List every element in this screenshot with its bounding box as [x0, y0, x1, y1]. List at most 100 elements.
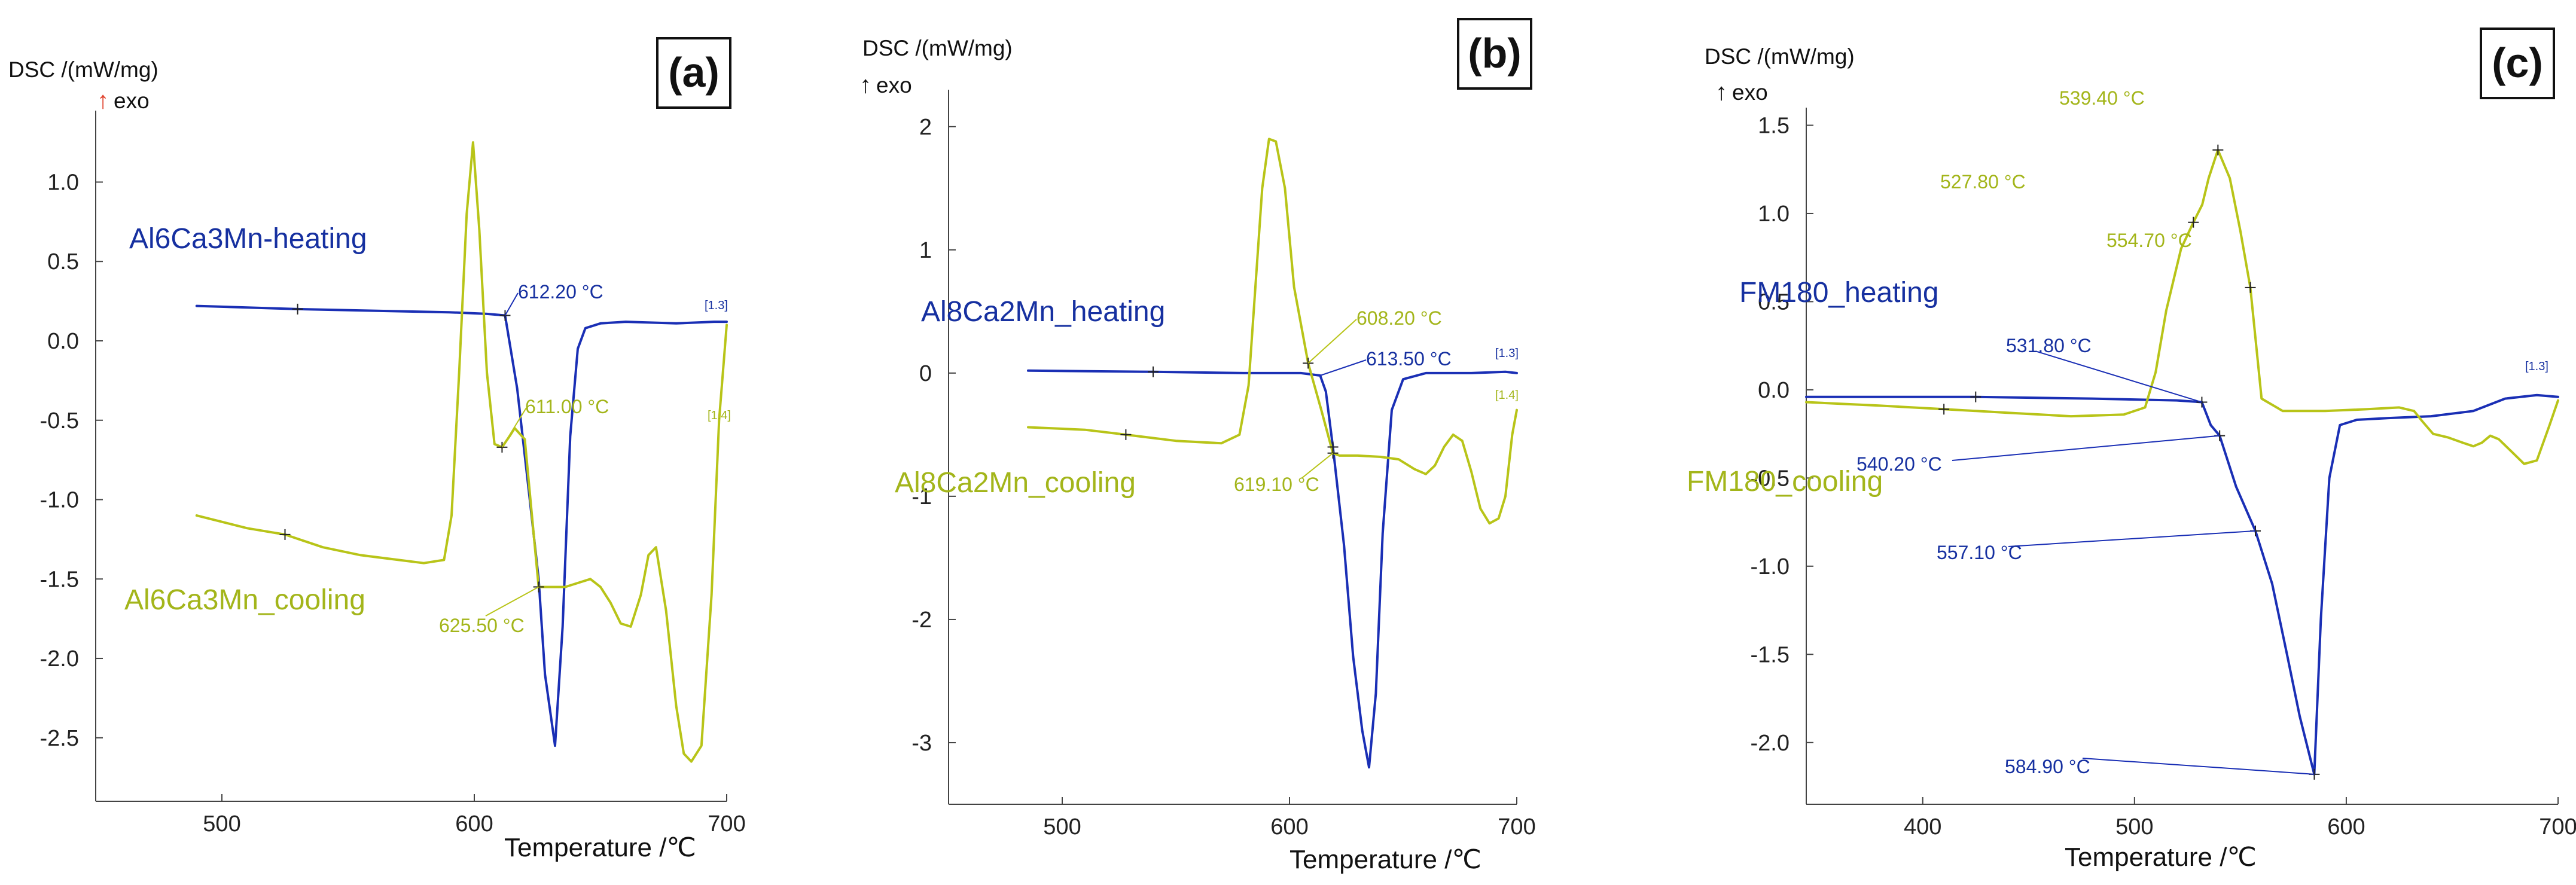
cooling-series-label: Al8Ca2Mn_cooling [895, 466, 1136, 499]
tiny-marker-1: [1.3] [705, 299, 728, 313]
exo-label: ↑ exo [97, 87, 150, 114]
annotation-leader [2037, 352, 2202, 402]
x-tick-label: 700 [708, 811, 745, 837]
y-tick-label: 0.5 [47, 249, 79, 274]
x-axis-label: Temperature /℃ [2065, 842, 2257, 872]
annotation-leader [1320, 360, 1366, 376]
y-tick-label: -2.5 [40, 726, 79, 751]
point-marker [1120, 429, 1131, 440]
y-tick-label: -3 [911, 731, 932, 756]
y-tick-label: -1.0 [1751, 554, 1790, 579]
annotation-a3: 625.50 °C [439, 615, 525, 637]
point-marker [2188, 217, 2199, 228]
x-axis-label: Temperature /℃ [1289, 844, 1481, 875]
y-tick-label: 0.0 [47, 329, 79, 354]
annotation-c1: 539.40 °C [2059, 87, 2145, 109]
annotation-a2: 611.00 °C [525, 396, 609, 418]
x-tick-label: 700 [2539, 814, 2576, 840]
annotation-leader [505, 293, 518, 316]
annotation-c4: 531.80 °C [2006, 335, 2092, 357]
x-tick-label: 600 [2327, 814, 2365, 840]
axes: 1.0 0.5 0.0 -0.5 -1.0 -1.5 -2.0 -2.5 500 600 700 [40, 111, 746, 837]
cooling-curve [1028, 139, 1517, 523]
annotation-leader [2008, 531, 2255, 547]
heating-series-label: FM180_heating [1739, 276, 1939, 309]
y-axis-label: DSC /(mW/mg) [862, 36, 1013, 61]
x-tick-label: 700 [1498, 814, 1535, 840]
chart-a-svg: 1.0 0.5 0.0 -0.5 -1.0 -1.5 -2.0 -2.5 500 600 700 [0, 0, 859, 885]
y-tick-label: -1.0 [40, 488, 79, 513]
heating-curve [1028, 371, 1517, 767]
y-tick-label: -0.5 [40, 408, 79, 434]
x-tick-label: 600 [455, 811, 493, 837]
annotation-a1: 612.20 °C [518, 281, 603, 303]
y-tick-label: 1 [919, 238, 932, 263]
y-tick-label: 0 [919, 361, 932, 386]
annotation-c3: 554.70 °C [2106, 230, 2192, 252]
exo-label: ↑ exo [1715, 79, 1768, 106]
annotation-b2: 613.50 °C [1366, 348, 1452, 370]
y-tick-label: -1.5 [1751, 642, 1790, 667]
annotation-b3: 619.10 °C [1234, 474, 1319, 496]
tiny-marker-2: [1.4] [1495, 389, 1519, 402]
cooling-series-label: Al6Ca3Mn_cooling [124, 584, 365, 617]
y-tick-label: 0.0 [1758, 378, 1790, 403]
point-marker [2245, 282, 2256, 293]
y-tick-label: 1.5 [1758, 113, 1790, 138]
annotation-c6: 557.10 °C [1937, 542, 2022, 564]
exo-arrow-icon: ↑ [859, 72, 871, 98]
y-tick-label: -1.5 [40, 567, 79, 592]
cooling-series-label: FM180_cooling [1687, 465, 1883, 498]
panel-label: (a) [656, 37, 731, 109]
heating-series-label: Al8Ca2Mn_heating [921, 295, 1165, 328]
point-marker [2196, 397, 2207, 408]
x-tick-label: 500 [203, 811, 240, 837]
point-marker [280, 529, 291, 540]
panel-label: (b) [1457, 18, 1532, 90]
heating-series-label: Al6Ca3Mn-heating [129, 222, 367, 255]
y-tick-label: -2 [911, 608, 932, 633]
annotation-c7: 584.90 °C [2005, 756, 2090, 778]
y-axis-label: DSC /(mW/mg) [1705, 44, 1855, 69]
annotation-leader [486, 587, 539, 616]
annotation-b1: 608.20 °C [1356, 307, 1442, 329]
annotation-leader [1952, 436, 2220, 460]
y-tick-label: 2 [919, 115, 932, 140]
panel-c: 1.5 1.0 0.5 0.0 -0.5 -1.0 -1.5 -2.0 400 500 600 700… [1718, 0, 2576, 885]
annotation-leader [1308, 319, 1356, 363]
point-marker [292, 304, 303, 315]
exo-text: exo [1732, 80, 1768, 105]
chart-b-svg: 2 1 0 -1 -2 -3 500 600 700 [859, 0, 1718, 885]
tiny-marker-1: [1.3] [1495, 347, 1519, 361]
tiny-marker-2: [1.4] [708, 409, 731, 423]
y-tick-label: -2.0 [1751, 731, 1790, 756]
y-tick-label: 1.0 [47, 170, 79, 195]
x-tick-label: 400 [1904, 814, 1941, 840]
heating-curve [1806, 395, 2558, 774]
panel-label: (c) [2480, 28, 2555, 99]
panel-b: 2 1 0 -1 -2 -3 500 600 700 DSC /(mW/mg) ↑ exo Tem… [859, 0, 1718, 885]
x-tick-label: 500 [1043, 814, 1081, 840]
exo-label: ↑ exo [859, 72, 912, 99]
annotation-leader [2083, 758, 2314, 774]
point-marker [1970, 392, 1981, 402]
tiny-marker-1: [1.3] [2525, 360, 2548, 374]
figure: { "chart_data": [ { "type": "line", "pan… [0, 0, 2576, 885]
heating-curve [197, 306, 727, 746]
x-tick-label: 600 [1270, 814, 1308, 840]
annotation-c5: 540.20 °C [1856, 453, 1942, 475]
x-axis-label: Temperature /℃ [504, 832, 696, 863]
exo-arrow-icon: ↑ [1715, 79, 1727, 105]
chart-c-svg: 1.51.00.50.0-0.5-1.0-1.5-2.0400 500 600 700 [1718, 0, 2576, 885]
axes: 2 1 0 -1 -2 -3 500 600 700 [911, 90, 1536, 840]
exo-arrow-icon: ↑ [97, 87, 109, 114]
annotation-c2: 527.80 °C [1940, 171, 2026, 193]
point-marker [1938, 404, 1949, 414]
y-tick-label: 1.0 [1758, 202, 1790, 227]
exo-text: exo [876, 73, 912, 97]
y-axis-label: DSC /(mW/mg) [8, 57, 158, 83]
exo-text: exo [114, 89, 150, 113]
point-marker [2212, 145, 2223, 155]
x-tick-label: 500 [2115, 814, 2153, 840]
point-marker [1148, 367, 1159, 377]
